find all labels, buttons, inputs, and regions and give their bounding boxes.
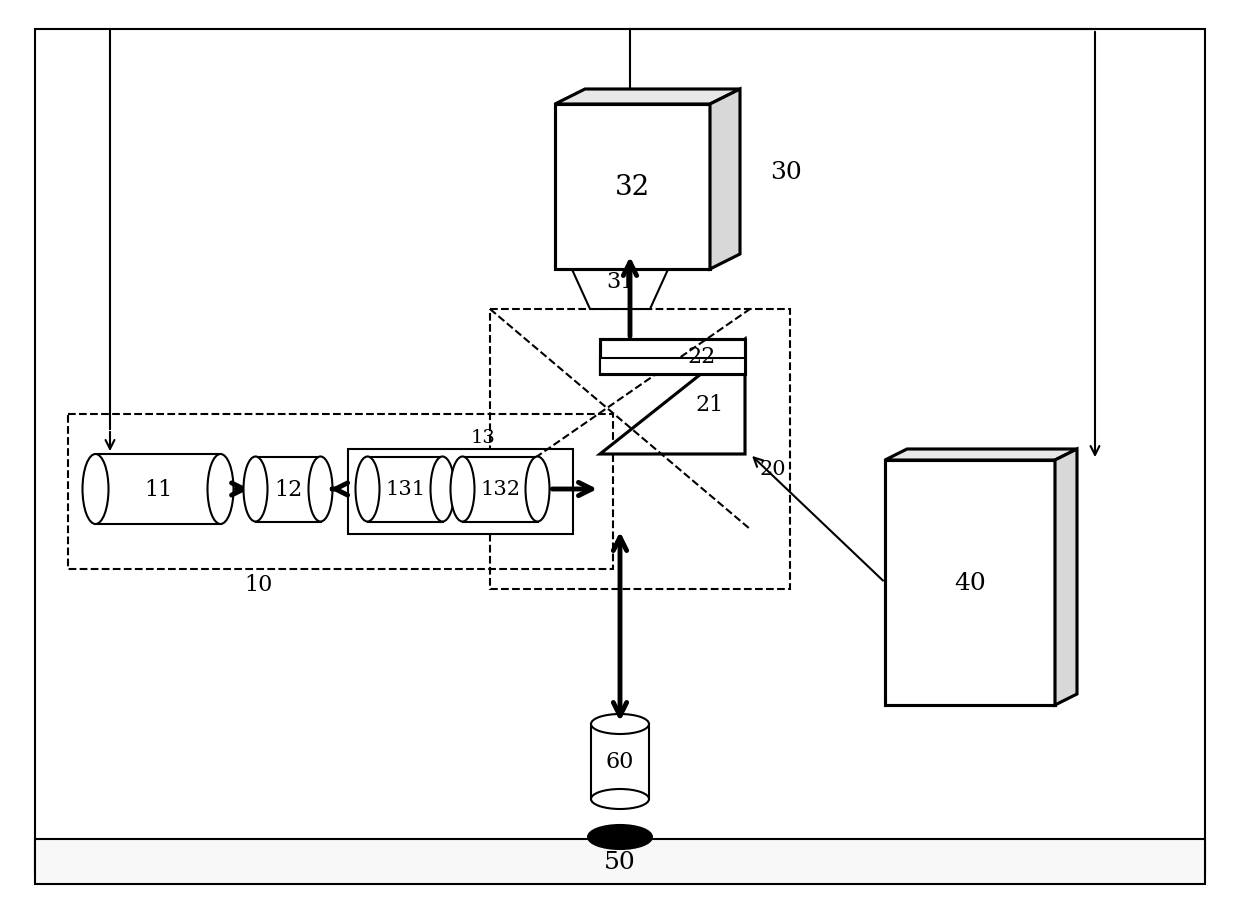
Bar xyxy=(367,457,443,522)
Text: 40: 40 xyxy=(954,571,986,594)
Polygon shape xyxy=(565,254,675,309)
Text: 131: 131 xyxy=(384,480,425,499)
Bar xyxy=(600,359,745,374)
Text: 20: 20 xyxy=(760,460,786,479)
Bar xyxy=(35,839,1205,884)
Text: 12: 12 xyxy=(274,478,303,501)
Text: 11: 11 xyxy=(144,478,172,501)
Ellipse shape xyxy=(591,714,649,734)
Ellipse shape xyxy=(243,457,268,522)
Text: 60: 60 xyxy=(606,750,634,773)
Bar xyxy=(556,105,711,270)
Bar xyxy=(95,455,221,524)
Ellipse shape xyxy=(430,457,455,522)
Polygon shape xyxy=(600,340,745,455)
Ellipse shape xyxy=(591,789,649,809)
Text: 30: 30 xyxy=(770,161,802,184)
Ellipse shape xyxy=(83,455,109,524)
Bar xyxy=(463,457,537,522)
Ellipse shape xyxy=(526,457,549,522)
Text: 50: 50 xyxy=(604,850,636,873)
Bar xyxy=(591,724,649,799)
Text: 32: 32 xyxy=(615,174,650,201)
Bar xyxy=(490,309,790,589)
Bar xyxy=(255,457,320,522)
Ellipse shape xyxy=(207,455,233,524)
Bar xyxy=(68,415,613,569)
Polygon shape xyxy=(885,449,1078,461)
Text: 22: 22 xyxy=(687,346,715,368)
Text: 10: 10 xyxy=(244,574,273,595)
Ellipse shape xyxy=(356,457,379,522)
Polygon shape xyxy=(1055,449,1078,705)
Bar xyxy=(600,340,745,374)
Ellipse shape xyxy=(588,825,652,849)
Bar xyxy=(348,449,573,534)
Text: 31: 31 xyxy=(606,271,634,292)
Ellipse shape xyxy=(450,457,475,522)
Polygon shape xyxy=(556,90,740,105)
Bar xyxy=(885,461,1055,705)
Text: 132: 132 xyxy=(480,480,520,499)
Text: 13: 13 xyxy=(470,428,496,446)
Polygon shape xyxy=(711,90,740,270)
Text: 21: 21 xyxy=(696,393,724,416)
Ellipse shape xyxy=(309,457,332,522)
